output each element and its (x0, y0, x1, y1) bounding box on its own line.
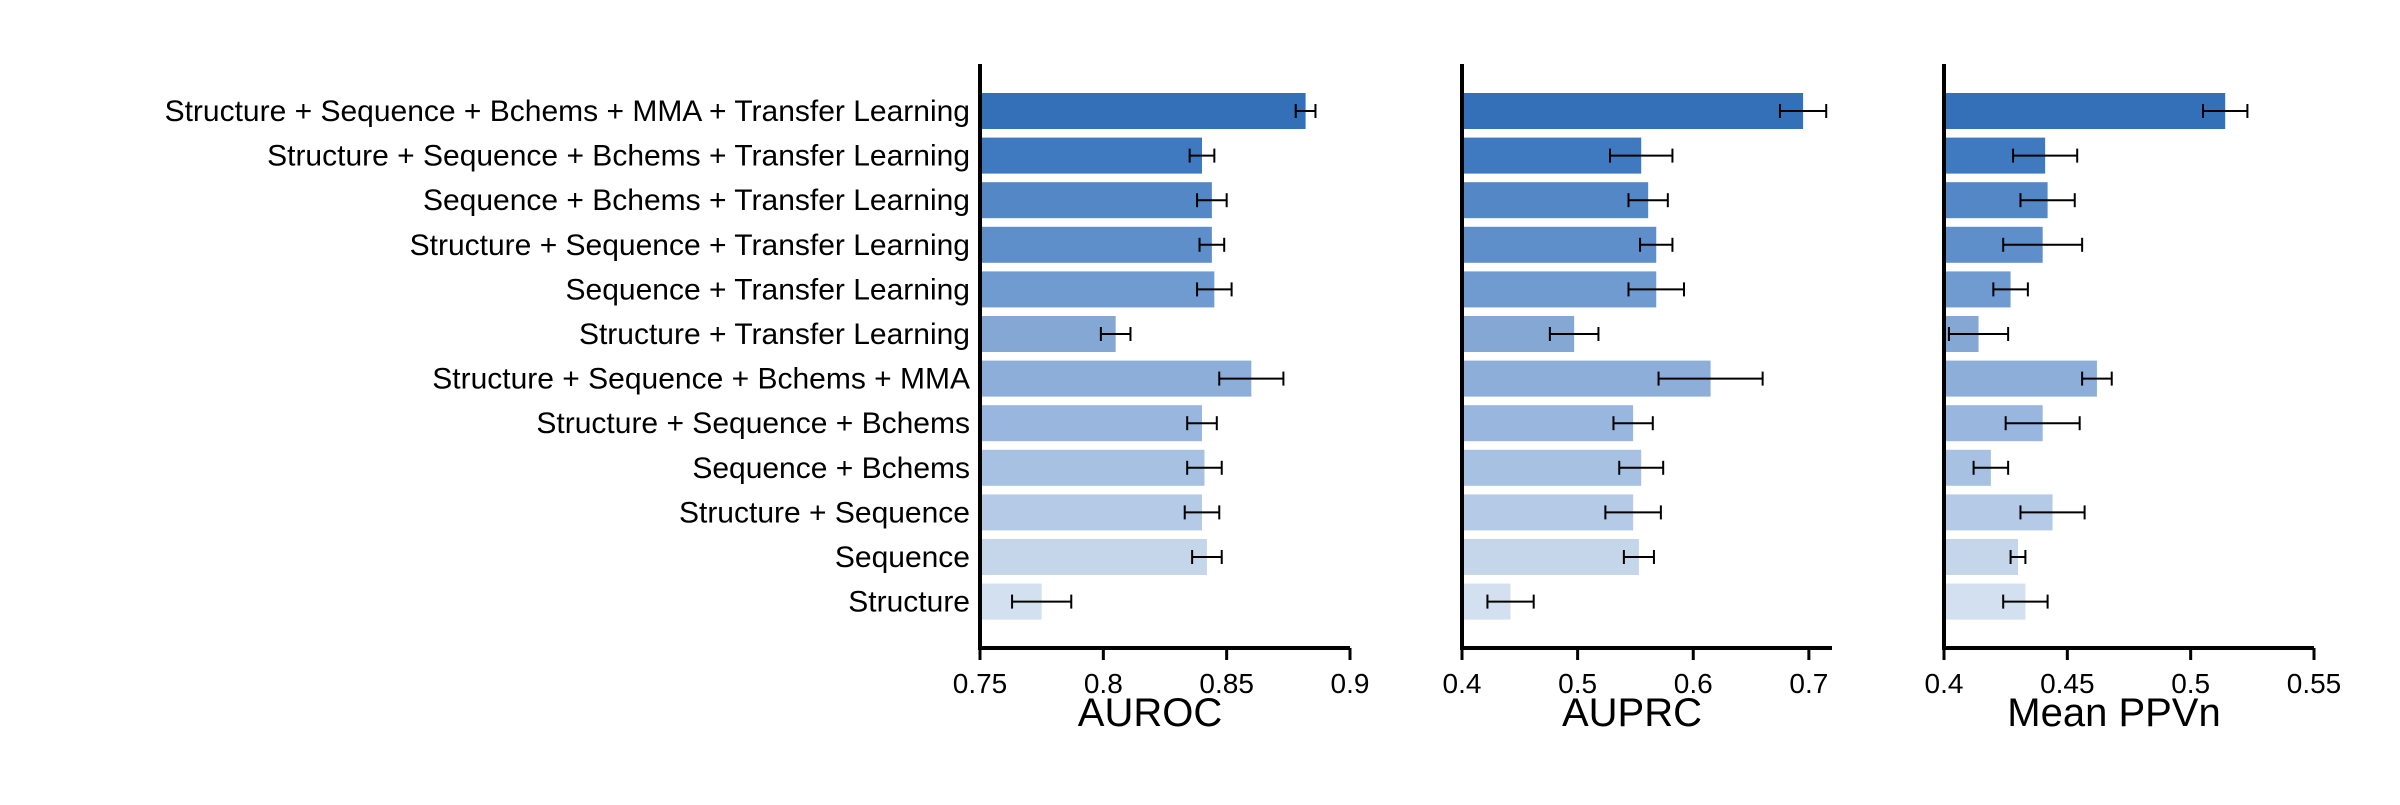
error-bar (1639, 237, 1674, 252)
category-label: Structure + Sequence + Bchems + MMA (432, 363, 970, 396)
x-tick-label: 0.5 (2171, 668, 2210, 699)
bar (980, 539, 1207, 575)
bar (980, 316, 1116, 352)
x-axis-title: Mean PPVn (2007, 691, 2220, 735)
error-bar (1778, 104, 1828, 118)
error-bar (2081, 371, 2113, 386)
error-bar (1186, 416, 1218, 431)
bar (1944, 539, 2018, 575)
error-bar (2009, 550, 2027, 564)
category-label: Structure + Sequence (679, 496, 970, 529)
x-tick-label: 0.45 (2040, 668, 2095, 699)
bar (980, 182, 1212, 219)
error-bar (1612, 416, 1654, 431)
bar (1462, 271, 1657, 308)
category-label: Structure + Transfer Learning (579, 318, 970, 351)
error-bar (2202, 104, 2249, 118)
error-bar (1618, 460, 1665, 475)
bar (980, 405, 1202, 442)
error-bar (1183, 505, 1221, 520)
category-label: Structure + Sequence + Bchems (536, 407, 970, 440)
error-bar (1486, 594, 1535, 609)
error-bar (1196, 193, 1228, 208)
error-bar (1191, 550, 1223, 564)
bar (1944, 360, 2097, 397)
x-tick-label: 0.4 (1443, 668, 1482, 699)
x-tick-label: 0.75 (953, 668, 1008, 699)
bar (980, 137, 1202, 174)
error-bar (1188, 148, 1216, 163)
category-label: Sequence + Transfer Learning (566, 273, 970, 306)
error-bar (2019, 505, 2086, 520)
category-label: Structure + Sequence + Bchems + MMA + Tr… (165, 95, 970, 128)
error-bar (1198, 237, 1226, 252)
bar (1462, 93, 1804, 129)
x-tick-label: 0.4 (1925, 668, 1964, 699)
error-bar (1972, 460, 2010, 475)
bar (980, 360, 1252, 397)
bar (1462, 182, 1649, 219)
error-bar (1627, 193, 1669, 208)
error-bar (1657, 371, 1764, 386)
error-bar (1548, 327, 1600, 341)
category-labels: Structure + Sequence + Bchems + MMA + Tr… (165, 95, 970, 619)
panel-2: 0.4 0.5 0.6 0.7 AUPRC (1443, 64, 1832, 735)
error-bar (1604, 505, 1662, 520)
error-bar (1186, 460, 1223, 475)
x-tick-label: 0.9 (1331, 668, 1370, 699)
bar (980, 494, 1202, 531)
x-axis-title: AUROC (1078, 691, 1222, 735)
error-bar (2004, 416, 2081, 431)
x-tick-label: 0.7 (1789, 668, 1828, 699)
bar (980, 271, 1215, 308)
error-bar (1099, 327, 1132, 341)
error-bar (1011, 594, 1073, 609)
category-label: Sequence + Bchems + Transfer Learning (423, 184, 970, 217)
error-bar (1609, 148, 1674, 163)
x-tick-label: 0.55 (2287, 668, 2342, 699)
category-label: Structure (848, 586, 970, 619)
x-tick-label: 0.85 (1199, 668, 1254, 699)
error-bar (1992, 282, 2029, 297)
error-bar (2002, 594, 2049, 609)
bar (980, 93, 1306, 129)
error-bar (1947, 327, 2010, 341)
error-bar (2012, 148, 2079, 163)
category-label: Structure + Sequence + Bchems + Transfer… (267, 140, 970, 173)
x-axis-title: AUPRC (1562, 691, 1702, 735)
error-bar (2002, 237, 2084, 252)
bar (1462, 449, 1642, 486)
bar (1462, 539, 1639, 575)
x-tick-label: 0.8 (1084, 668, 1123, 699)
error-bar (1622, 550, 1655, 564)
bar (980, 226, 1212, 263)
error-bar (2019, 193, 2076, 208)
bar (1944, 93, 2226, 129)
bar (980, 449, 1205, 486)
x-tick-label: 0.5 (1558, 668, 1597, 699)
error-bar (1196, 282, 1233, 297)
error-bar (1627, 282, 1685, 297)
panel-1: 0.75 0.8 0.85 0.9 AUROC (953, 64, 1370, 735)
category-label: Structure + Sequence + Transfer Learning (410, 229, 970, 262)
bar (1462, 405, 1634, 442)
error-bar (1294, 104, 1317, 118)
error-bar (1218, 371, 1285, 386)
x-tick-label: 0.6 (1674, 668, 1713, 699)
panel-3: 0.4 0.45 0.5 0.55 Mean PPVn (1925, 64, 2342, 735)
bar (1462, 226, 1657, 263)
category-label: Sequence (835, 541, 970, 574)
category-label: Sequence + Bchems (692, 452, 970, 485)
